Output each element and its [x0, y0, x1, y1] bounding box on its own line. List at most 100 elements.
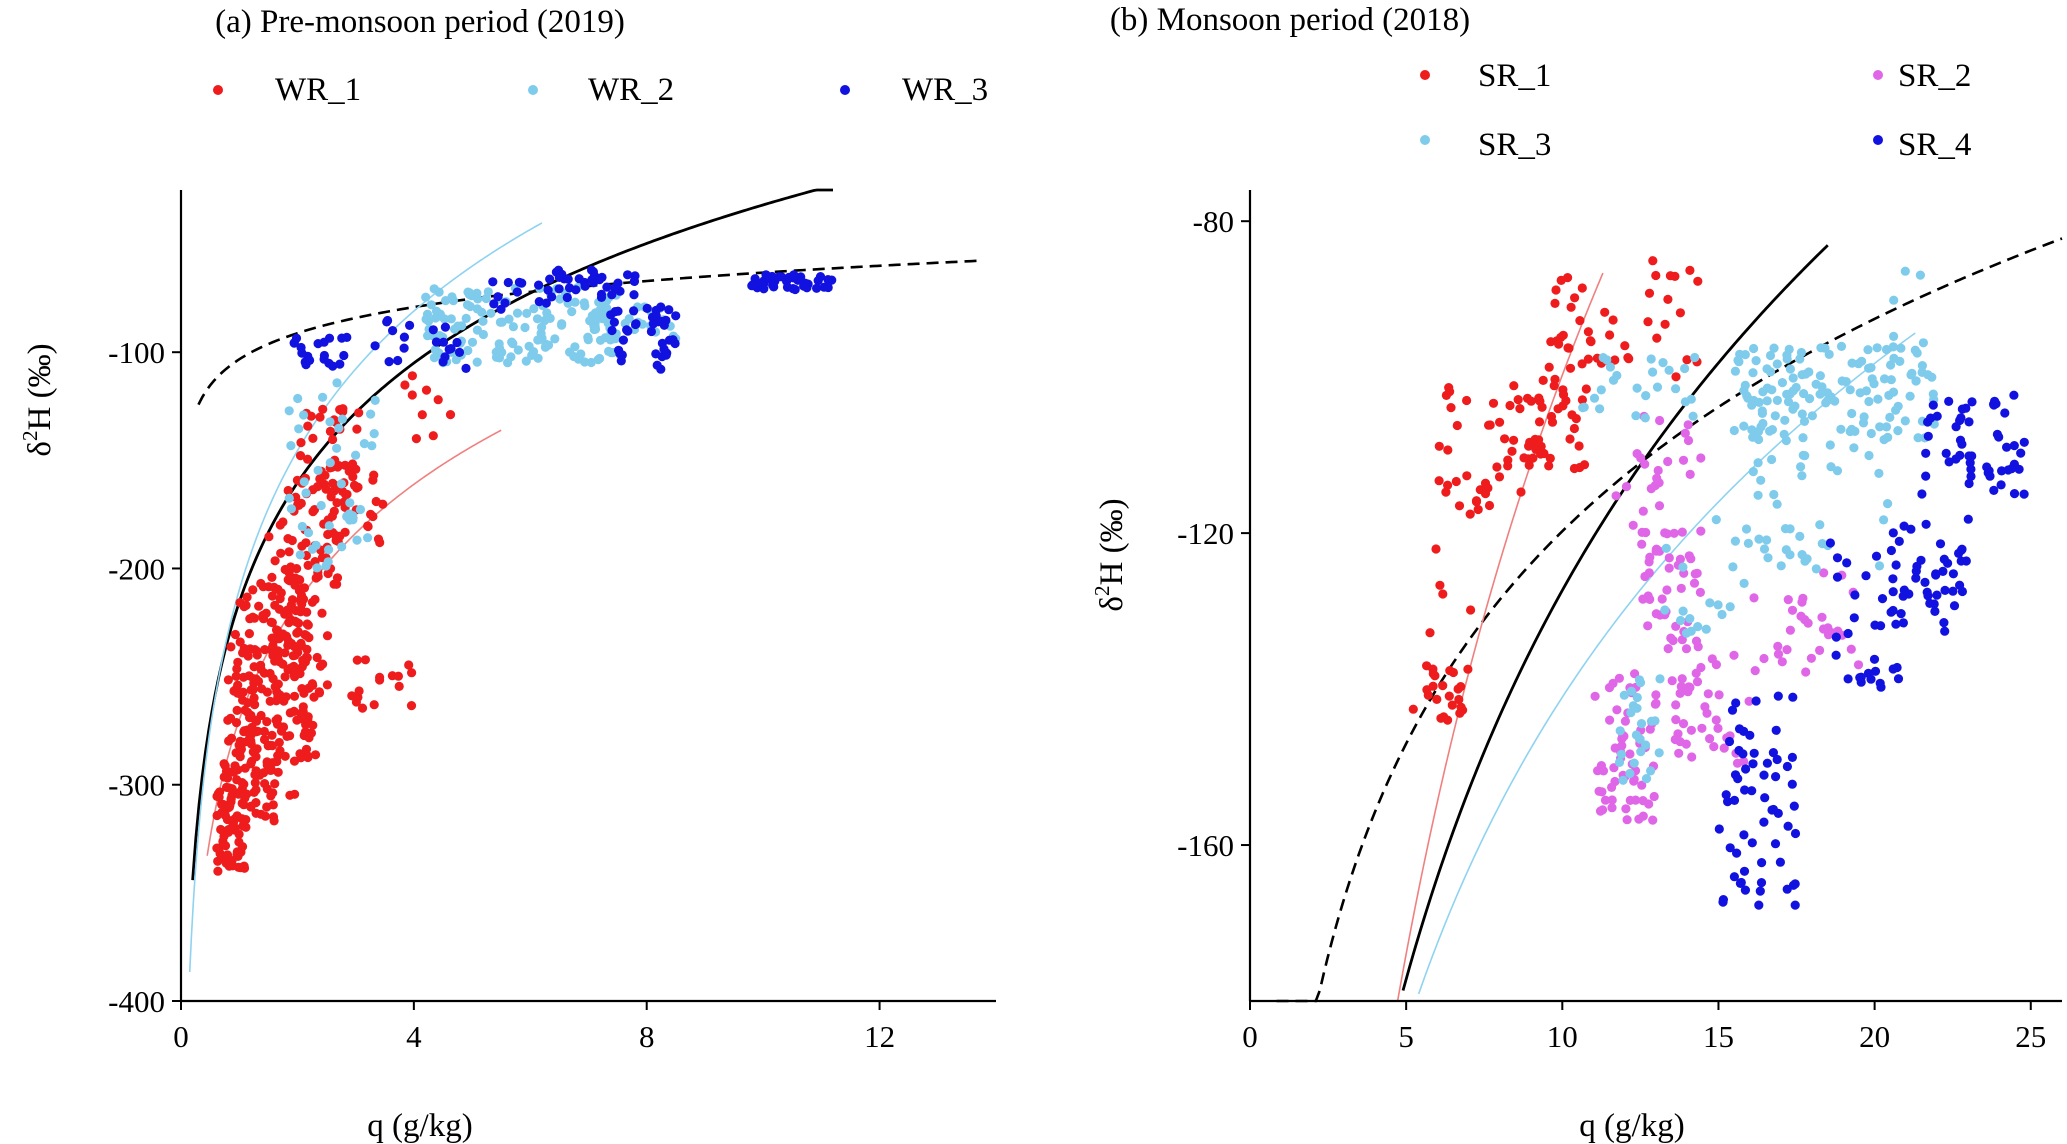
point-sr-1	[1503, 455, 1513, 465]
point-wr-3	[776, 272, 787, 282]
point-sr-4	[1771, 772, 1781, 782]
point-sr-3	[1635, 678, 1646, 688]
point-wr-1	[213, 856, 223, 866]
point-wr-1	[292, 665, 302, 675]
point-sr-3	[1817, 539, 1827, 549]
point-sr-1	[1441, 390, 1451, 400]
point-wr-3	[335, 359, 345, 369]
point-wr-2	[483, 287, 493, 297]
point-sr-2	[1681, 644, 1692, 654]
point-wr-1	[249, 693, 259, 703]
point-sr-2	[1702, 708, 1712, 718]
point-sr-4	[1741, 764, 1751, 774]
point-wr-2	[421, 314, 431, 324]
panel-a: (a) Pre-monsoon period (2019) WR_1 WR_2 WR…	[18, 4, 996, 1144]
point-sr-2	[1648, 815, 1658, 825]
point-sr-3	[1893, 426, 1903, 436]
point-sr-2	[1663, 456, 1673, 467]
point-sr-2	[1654, 501, 1665, 511]
point-sr-1	[1644, 288, 1655, 298]
point-sr-1	[1675, 308, 1685, 318]
point-wr-3	[596, 292, 607, 302]
point-wr-1	[317, 608, 327, 618]
point-sr-1	[1516, 487, 1526, 497]
point-sr-1	[1693, 276, 1703, 286]
point-sr-3	[1740, 350, 1750, 360]
point-wr-1	[311, 573, 321, 583]
point-sr-4	[1891, 560, 1901, 570]
point-wr-1	[310, 594, 320, 605]
point-sr-2	[1664, 553, 1674, 563]
point-sr-3	[1754, 434, 1764, 445]
point-sr-4	[1871, 551, 1882, 561]
point-wr-1	[318, 404, 328, 414]
point-wr-2	[332, 378, 342, 388]
point-sr-3	[1636, 719, 1647, 729]
point-wr-1	[340, 527, 350, 537]
point-sr-4	[1948, 569, 1958, 579]
point-wr-1	[290, 650, 300, 661]
legend-marker-sr-1	[1420, 70, 1430, 80]
point-wr-1	[301, 538, 311, 548]
point-wr-2	[337, 542, 347, 552]
x-tick-label: 10	[1547, 1019, 1578, 1054]
point-wr-1	[303, 454, 313, 464]
point-sr-3	[1847, 408, 1857, 419]
point-wr-3	[622, 325, 632, 335]
point-sr-3	[1602, 355, 1612, 365]
point-sr-3	[1864, 450, 1874, 461]
point-wr-1	[217, 799, 227, 810]
point-sr-4	[1932, 590, 1942, 600]
point-sr-3	[1785, 364, 1795, 374]
point-wr-1	[281, 692, 291, 702]
point-sr-3	[1849, 443, 1859, 453]
point-sr-4	[1893, 674, 1904, 684]
point-wr-3	[769, 282, 779, 292]
point-wr-1	[213, 866, 223, 876]
point-sr-4	[2009, 489, 2020, 499]
point-sr-4	[1825, 538, 1835, 548]
panel-b-ylabel: δ2H (‰)	[1090, 498, 1130, 611]
point-wr-1	[294, 500, 304, 510]
point-sr-2	[1783, 595, 1793, 605]
point-sr-2	[1686, 725, 1696, 735]
point-wr-1	[278, 517, 288, 527]
point-wr-2	[512, 308, 523, 318]
point-sr-4	[1754, 900, 1764, 910]
point-sr-1	[1515, 404, 1525, 414]
point-sr-4	[2006, 464, 2017, 474]
point-sr-4	[2000, 408, 2010, 418]
point-sr-3	[1888, 342, 1898, 352]
point-wr-3	[653, 317, 663, 327]
point-sr-2	[1815, 645, 1825, 656]
point-wr-2	[504, 314, 514, 324]
point-sr-4	[1898, 591, 1908, 601]
point-sr-3	[1776, 561, 1786, 571]
point-sr-3	[1900, 416, 1910, 426]
point-sr-3	[1873, 394, 1883, 404]
panel-a-title: (a) Pre-monsoon period (2019)	[215, 4, 625, 40]
point-sr-2	[1663, 644, 1673, 654]
point-sr-3	[1888, 387, 1899, 397]
point-wr-2	[506, 352, 516, 362]
point-sr-3	[1772, 395, 1782, 405]
point-sr-4	[1832, 553, 1843, 563]
point-sr-4	[1870, 666, 1881, 676]
point-sr-1	[1563, 273, 1573, 283]
x-tick-label: 8	[639, 1019, 655, 1054]
point-sr-3	[1767, 454, 1777, 465]
point-wr-1	[256, 578, 266, 589]
point-sr-2	[1801, 667, 1811, 677]
point-wr-1	[262, 717, 272, 727]
point-sr-1	[1565, 434, 1575, 444]
point-wr-2	[446, 314, 456, 324]
point-sr-1	[1651, 270, 1661, 281]
panel-a-legend: WR_1 WR_2 WR_3	[213, 72, 988, 108]
point-wr-3	[788, 284, 798, 294]
point-sr-3	[1739, 421, 1749, 431]
point-wr-3	[562, 292, 572, 303]
point-wr-1	[298, 655, 308, 666]
point-sr-3	[1658, 358, 1668, 368]
point-sr-4	[1755, 886, 1765, 896]
